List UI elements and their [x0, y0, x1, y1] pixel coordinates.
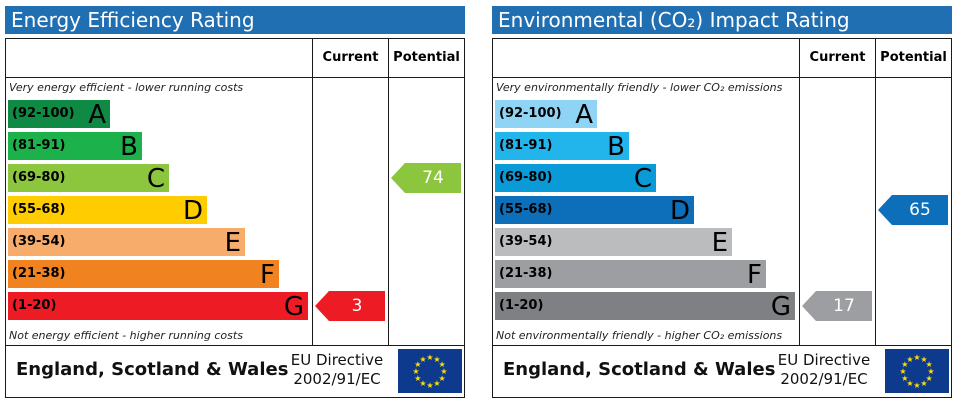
panel-title: Environmental (CO₂) Impact Rating [492, 6, 952, 34]
band-range-label: (55-68) [499, 202, 553, 217]
band-letter: B [120, 132, 138, 162]
band-letter: E [711, 228, 728, 258]
svg-text:★: ★ [913, 353, 920, 362]
potential-rating-value: 74 [422, 168, 444, 188]
band-letter: G [770, 292, 791, 322]
svg-text:★: ★ [901, 374, 908, 383]
svg-text:★: ★ [439, 374, 446, 383]
band-range-label: (1-20) [499, 298, 544, 313]
svg-text:★: ★ [901, 360, 908, 369]
band-g: (1-20) G [495, 292, 795, 322]
band-e: (39-54) E [8, 228, 245, 258]
eu-directive: EU Directive 2002/91/EC [769, 351, 879, 389]
band-letter: B [607, 132, 625, 162]
column-potential-header: Potential [880, 50, 947, 65]
band-g: (1-20) G [8, 292, 308, 322]
svg-text:★: ★ [433, 379, 440, 388]
band-range-label: (21-38) [12, 266, 66, 281]
svg-text:★: ★ [426, 353, 433, 362]
band-letter: A [575, 100, 593, 130]
eu-directive: EU Directive 2002/91/EC [282, 351, 392, 389]
svg-text:★: ★ [926, 374, 933, 383]
bottom-note: Not environmentally friendly - higher CO… [496, 329, 783, 342]
eu-flag-icon: ★★★★★★★★★ ★ ★★ [398, 349, 462, 393]
band-range-label: (69-80) [12, 170, 66, 185]
band-letter: F [747, 260, 762, 290]
svg-text:★: ★ [927, 367, 934, 376]
band-letter: E [224, 228, 241, 258]
svg-text:★: ★ [440, 367, 447, 376]
svg-text:★: ★ [906, 379, 913, 388]
panel-title: Energy Efficiency Rating [5, 6, 465, 34]
svg-text:★: ★ [920, 355, 927, 364]
band-range-label: (81-91) [499, 138, 553, 153]
top-note: Very energy efficient - lower running co… [9, 81, 244, 94]
svg-text:★: ★ [414, 374, 421, 383]
band-f: (21-38) F [495, 260, 766, 290]
band-b: (81-91) B [495, 132, 629, 162]
eu-directive-line1: EU Directive [290, 351, 384, 369]
band-d: (55-68) D [8, 196, 207, 226]
rating-table: Current Potential Very energy efficient … [5, 38, 465, 398]
eu-directive-line2: 2002/91/EC [293, 370, 381, 388]
column-potential-header: Potential [393, 50, 460, 65]
potential-rating-value: 65 [909, 200, 931, 220]
svg-text:★: ★ [926, 360, 933, 369]
eu-directive-line1: EU Directive [777, 351, 871, 369]
band-range-label: (55-68) [12, 202, 66, 217]
bottom-note: Not energy efficient - higher running co… [9, 329, 243, 342]
svg-text:★: ★ [913, 381, 920, 390]
top-note: Very environmentally friendly - lower CO… [496, 81, 783, 94]
rating-table: Current Potential Very environmentally f… [492, 38, 952, 398]
band-c: (69-80) C [495, 164, 656, 194]
region-label: England, Scotland & Wales [16, 359, 289, 380]
band-letter: C [633, 164, 652, 194]
band-letter: F [260, 260, 275, 290]
svg-text:★: ★ [920, 379, 927, 388]
band-letter: A [88, 100, 106, 130]
svg-text:★: ★ [419, 355, 426, 364]
band-letter: D [669, 196, 690, 226]
band-a: (92-100) A [8, 100, 110, 130]
band-letter: D [182, 196, 203, 226]
band-a: (92-100) A [495, 100, 597, 130]
column-current-header: Current [809, 50, 866, 65]
current-rating-arrow: 3 [315, 291, 385, 321]
band-range-label: (1-20) [12, 298, 57, 313]
svg-text:★: ★ [426, 381, 433, 390]
svg-text:★: ★ [439, 360, 446, 369]
potential-rating-arrow: 74 [391, 163, 461, 193]
region-label: England, Scotland & Wales [503, 359, 776, 380]
eu-flag-icon: ★★★★★★★★★ ★ ★★ [885, 349, 949, 393]
band-range-label: (81-91) [12, 138, 66, 153]
band-d: (55-68) D [495, 196, 694, 226]
band-b: (81-91) B [8, 132, 142, 162]
column-current-header: Current [322, 50, 379, 65]
band-e: (39-54) E [495, 228, 732, 258]
band-range-label: (92-100) [499, 106, 562, 121]
svg-text:★: ★ [412, 367, 419, 376]
band-range-label: (39-54) [499, 234, 553, 249]
environmental-impact-panel: Environmental (CO₂) Impact Rating Curren… [492, 6, 952, 398]
band-range-label: (39-54) [12, 234, 66, 249]
band-f: (21-38) F [8, 260, 279, 290]
band-letter: G [283, 292, 304, 322]
svg-text:★: ★ [414, 360, 421, 369]
svg-text:★: ★ [433, 355, 440, 364]
svg-text:★: ★ [419, 379, 426, 388]
current-rating-value: 3 [351, 296, 363, 316]
band-range-label: (69-80) [499, 170, 553, 185]
energy-efficiency-panel: Energy Efficiency Rating Current Potenti… [5, 6, 465, 398]
current-rating-arrow: 17 [802, 291, 872, 321]
band-c: (69-80) C [8, 164, 169, 194]
current-rating-value: 17 [833, 296, 855, 316]
svg-text:★: ★ [899, 367, 906, 376]
eu-directive-line2: 2002/91/EC [780, 370, 868, 388]
band-letter: C [146, 164, 165, 194]
band-range-label: (21-38) [499, 266, 553, 281]
svg-text:★: ★ [906, 355, 913, 364]
potential-rating-arrow: 65 [878, 195, 948, 225]
band-range-label: (92-100) [12, 106, 75, 121]
